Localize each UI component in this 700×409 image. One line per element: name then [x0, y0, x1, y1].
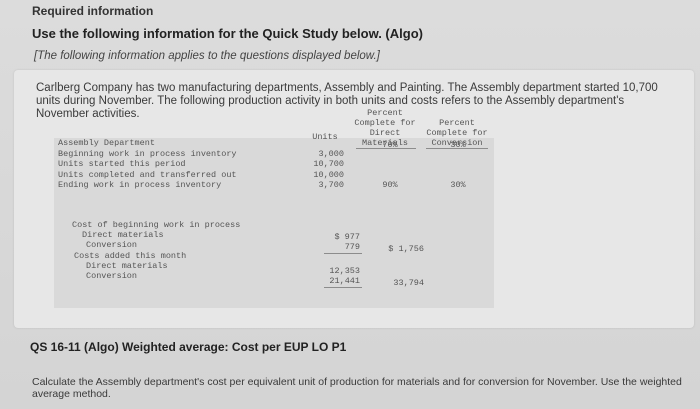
col-header-materials: Percent Complete for Direct Materials: [344, 108, 426, 148]
cost-add-dm-value: 12,353: [329, 266, 360, 276]
problem-intro: Carlberg Company has two manufacturing d…: [36, 82, 658, 120]
cost-add-conv-value: 21,441: [329, 276, 360, 286]
cost-beg-total: $ 1,756: [388, 244, 424, 254]
units-cell: 3,000: [318, 149, 344, 159]
cost-beg-dm-value: $ 977: [334, 232, 360, 242]
units-cell: 10,000: [313, 170, 344, 180]
materials-header-line: Percent: [367, 108, 403, 118]
applies-note: [The following information applies to th…: [34, 50, 380, 62]
cost-add-total: 33,794: [393, 278, 424, 288]
conversion-header-line: Complete for: [426, 128, 488, 138]
col-header-conversion: Percent Complete for Conversion: [420, 118, 494, 148]
materials-header-line: Direct: [369, 128, 401, 138]
row-label: Beginning work in process inventory: [58, 149, 237, 159]
materials-cell: 70%: [382, 140, 398, 150]
cost-add-conv-label: Conversion: [86, 271, 138, 281]
materials-header-underline: [356, 148, 416, 149]
row-label: Ending work in process inventory: [58, 180, 222, 190]
problem-card: Carlberg Company has two manufacturing d…: [14, 70, 694, 328]
cost-beginning-label: Cost of beginning work in process: [72, 220, 241, 230]
conversion-header-underline: [426, 148, 488, 149]
materials-cell: 90%: [382, 180, 398, 190]
cost-beg-conv-label: Conversion: [86, 240, 138, 250]
cost-beg-underline: [324, 253, 362, 254]
col-header-units: Units: [312, 132, 338, 142]
materials-header-line: Materials: [362, 138, 408, 148]
question-title: QS 16-11 (Algo) Weighted average: Cost p…: [30, 340, 347, 354]
materials-header-line: Complete for: [354, 118, 416, 128]
units-cell: 3,700: [318, 180, 344, 190]
cost-beg-dm-label: Direct materials: [82, 230, 164, 240]
units-cell: 10,700: [313, 159, 344, 169]
conversion-header-line: Percent: [439, 118, 475, 128]
conversion-header-line: Conversion: [431, 138, 483, 148]
cost-add-dm-label: Direct materials: [86, 261, 168, 271]
instructions-heading: Use the following information for the Qu…: [32, 26, 423, 41]
row-label: Assembly Department: [58, 138, 155, 148]
cost-add-underline: [324, 287, 362, 288]
question-text: Calculate the Assembly department's cost…: [32, 376, 682, 400]
conversion-cell: 30%: [450, 180, 466, 190]
row-label: Units started this period: [58, 159, 186, 169]
cost-beg-conv-value: 779: [344, 242, 360, 252]
conversion-cell: 30%: [450, 140, 466, 150]
row-label: Units completed and transferred out: [58, 170, 237, 180]
production-table: Units Percent Complete for Direct Materi…: [54, 108, 494, 308]
required-information-heading: Required information: [32, 4, 154, 18]
cost-added-label: Costs added this month: [74, 251, 187, 261]
